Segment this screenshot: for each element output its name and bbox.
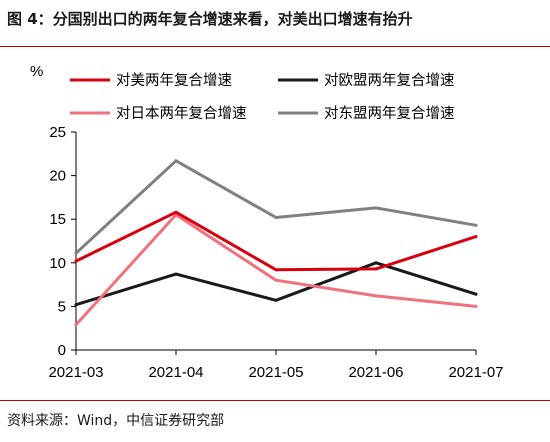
y-unit-label: %: [30, 63, 43, 80]
y-tick-label: 20: [49, 168, 66, 185]
source-note: 资料来源：Wind，中信证券研究部: [7, 413, 225, 429]
x-tick-label: 2021-06: [348, 364, 403, 381]
figure-title: 图 4：分国别出口的两年复合增速来看，对美出口增速有抬升: [7, 10, 413, 28]
data-point: [374, 267, 378, 271]
data-point: [174, 272, 178, 276]
x-tick-label: 2021-05: [248, 364, 303, 381]
data-point: [374, 261, 378, 265]
data-point: [374, 206, 378, 210]
axes: 0 5 10 15 20 25 2021-03 2021-04 2021-05 2021-06 20…: [48, 124, 503, 381]
data-point: [474, 235, 478, 239]
y-tick-label: 0: [58, 342, 66, 359]
data-point: [274, 278, 278, 282]
data-point: [474, 304, 478, 308]
data-point: [274, 298, 278, 302]
data-point: [74, 259, 78, 263]
data-point: [74, 251, 78, 255]
data-point: [74, 303, 78, 307]
legend-label-3: 对东盟两年复合增速: [324, 104, 455, 122]
series-line-3: [74, 159, 478, 255]
data-point: [274, 268, 278, 272]
legend-label-0: 对美两年复合增速: [116, 71, 232, 89]
data-point: [74, 323, 78, 327]
x-tick-label: 2021-04: [148, 364, 203, 381]
y-tick-label: 5: [58, 298, 66, 315]
data-point: [174, 210, 178, 214]
data-point: [474, 292, 478, 296]
source-divider: [0, 400, 550, 401]
x-tick-label: 2021-03: [48, 364, 103, 381]
y-tick-label: 15: [49, 211, 66, 228]
title-divider: [0, 46, 550, 47]
x-tick-label: 2021-07: [448, 364, 503, 381]
data-point: [274, 216, 278, 219]
legend-label-1: 对欧盟两年复合增速: [324, 71, 455, 89]
data-point: [474, 223, 478, 227]
series-line-0: [74, 210, 478, 272]
legend-label-2: 对日本两年复合增速: [116, 104, 247, 122]
y-tick-label: 10: [49, 255, 66, 272]
data-point: [374, 294, 378, 298]
series-group: [74, 159, 478, 327]
y-tick-label: 25: [49, 124, 66, 141]
data-point: [174, 159, 178, 163]
